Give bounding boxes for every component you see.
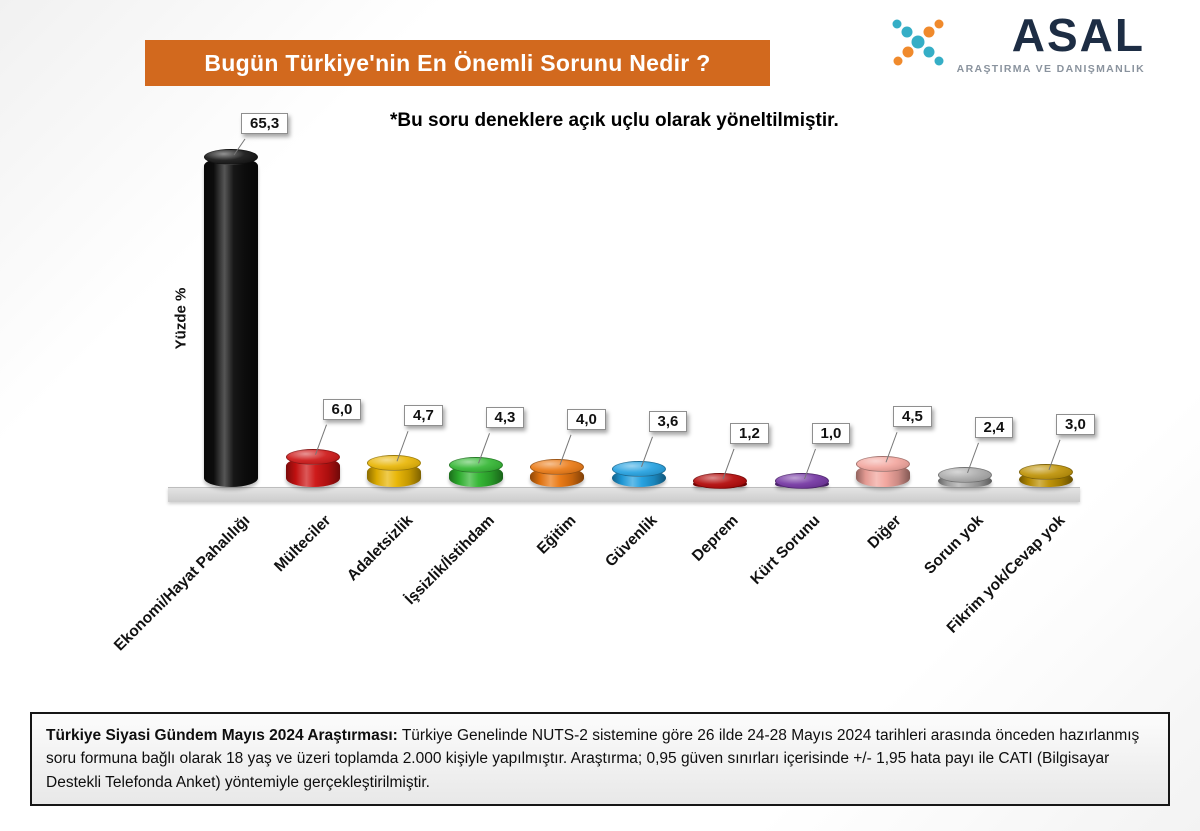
chart-baseline-floor [168, 487, 1080, 502]
value-label: 1,2 [730, 422, 769, 444]
page-title: Bugün Türkiye'nin En Önemli Sorunu Nedir… [204, 49, 711, 76]
value-label: 4,5 [893, 406, 932, 428]
value-label: 3,6 [648, 410, 688, 432]
value-label: 3,0 [1056, 413, 1095, 435]
bar-top-ellipse [285, 448, 340, 465]
y-axis-label: Yüzde % [172, 287, 190, 350]
bar-top-ellipse [1019, 463, 1073, 480]
category-label: Eğitim [533, 512, 580, 558]
chart-footnote: *Bu soru deneklere açık uçlu olarak yöne… [390, 110, 839, 131]
bar-top-ellipse [530, 458, 584, 475]
category-label: Kürt Sorunu [747, 512, 824, 588]
title-banner: Bugün Türkiye'nin En Önemli Sorunu Nedir… [145, 40, 770, 86]
category-label: Ekonomi/Hayat Pahalılığı [110, 512, 254, 655]
chart-bar [204, 156, 258, 487]
bar-top-ellipse [204, 148, 258, 165]
category-label: Deprem [689, 512, 743, 565]
value-label: 4,7 [404, 405, 443, 427]
bar-top-ellipse [693, 472, 747, 489]
category-label: Adaletsizlik [343, 512, 417, 585]
methodology-body: Türkiye Genelinde NUTS-2 sistemine göre … [46, 727, 1140, 791]
methodology-box: Türkiye Siyasi Gündem Mayıs 2024 Araştır… [30, 712, 1170, 806]
asal-logo-icon [887, 12, 949, 79]
value-label: 1,0 [811, 423, 851, 444]
bar-top-ellipse [937, 466, 992, 483]
asal-logo-text: ASAL ARAŞTIRMA VE DANIŞMANLIK [957, 12, 1145, 75]
value-label: 4,0 [567, 408, 606, 430]
value-label: 4,3 [485, 407, 525, 429]
category-label: Güvenlik [602, 512, 661, 571]
value-label: 2,4 [974, 416, 1014, 438]
value-label: 6,0 [322, 398, 362, 420]
asal-logo-subtitle: ARAŞTIRMA VE DANIŞMANLIK [956, 63, 1145, 75]
bar-top-ellipse [611, 460, 666, 477]
bar-top-ellipse [774, 473, 829, 489]
asal-logo-name: ASAL [1011, 9, 1145, 61]
category-label: İşsizlik/İstihdam [401, 512, 498, 609]
category-label: Diğer [864, 512, 906, 553]
value-label: 65,3 [241, 112, 289, 134]
category-label: Sorun yok [920, 512, 987, 578]
methodology-lead: Türkiye Siyasi Gündem Mayıs 2024 Araştır… [46, 727, 398, 744]
asal-logo: ASAL ARAŞTIRMA VE DANIŞMANLIK [887, 12, 1145, 79]
category-label: Mülteciler [271, 512, 335, 576]
